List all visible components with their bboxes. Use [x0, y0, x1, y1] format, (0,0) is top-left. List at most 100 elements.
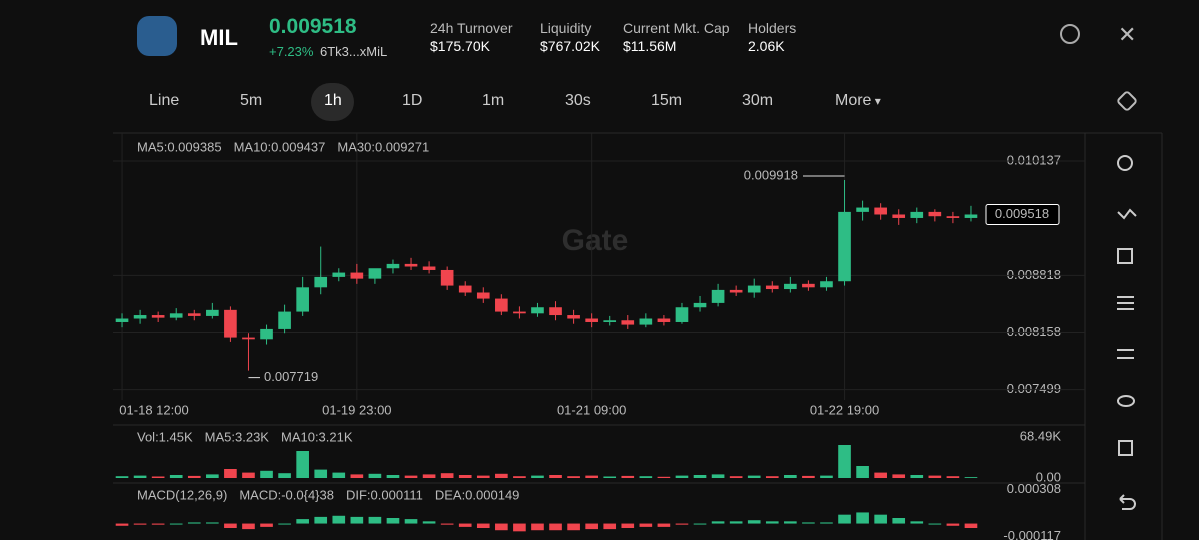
tab[interactable]: 5m [240, 92, 263, 109]
volume-bar [802, 475, 815, 478]
candle-body [350, 272, 364, 279]
candle-body [784, 283, 797, 290]
volume-bar [910, 475, 924, 478]
indicator-label: MA10:3.21K [281, 429, 353, 444]
volume-bar [711, 474, 725, 478]
volume-bar [386, 475, 400, 478]
x-tick-label: 01-22 19:00 [810, 402, 879, 417]
macd-bar [675, 523, 689, 525]
macd-bar [820, 522, 833, 524]
macd-bar [513, 523, 526, 532]
macd-bar [386, 518, 400, 524]
macd-bar [495, 523, 508, 531]
macd-bar [476, 523, 490, 528]
stat-label: 24h Turnover [430, 20, 513, 36]
candle-body [910, 211, 924, 218]
candle-body [567, 315, 580, 319]
volume-bar [133, 475, 147, 478]
candle-body [115, 318, 129, 322]
y-tick-label: -0.000117 [1003, 528, 1061, 540]
volume-bar [693, 475, 707, 478]
macd-bar [729, 521, 743, 524]
indicator-label: MACD(12,26,9) [137, 487, 227, 502]
refresh-button[interactable] [1060, 24, 1080, 44]
stat-value: $767.02K [540, 38, 600, 54]
macd-bar [115, 523, 129, 526]
tab[interactable]: 15m [651, 92, 683, 109]
candle-body [151, 315, 165, 318]
indicator-label: DIF:0.000111 [346, 487, 423, 502]
low-annotation: 0.007719 [264, 369, 318, 384]
volume-bar [350, 474, 364, 478]
volume-bar [422, 474, 436, 478]
volume-bar [440, 473, 454, 478]
tab[interactable]: Line [149, 92, 180, 109]
volume-bar [567, 476, 580, 478]
volume-bar [151, 476, 165, 478]
candle-body [133, 315, 147, 319]
macd-bar [747, 520, 761, 524]
volume-bar [892, 474, 906, 478]
candle-body [549, 307, 562, 316]
volume-bar [278, 473, 291, 478]
x-tick-label: 01-18 12:00 [119, 402, 188, 417]
volume-bar [458, 475, 472, 478]
candle-body [260, 328, 273, 340]
volume-bar [513, 476, 526, 478]
volume-bar [242, 472, 255, 478]
macd-bar [169, 523, 183, 525]
macd-bar [278, 523, 291, 525]
macd-bar [946, 523, 960, 526]
tab[interactable]: 1h [324, 92, 342, 109]
macd-bar [657, 523, 671, 527]
tab[interactable]: 1D [402, 92, 423, 109]
macd-bar [296, 519, 309, 524]
y-tick-label: 0.007499 [1007, 381, 1061, 396]
volume-bar [495, 473, 508, 478]
macd-bar [567, 523, 580, 531]
token-logo [137, 16, 177, 56]
last-price-box [985, 203, 1060, 225]
candle-body [856, 207, 869, 212]
volume-bar [621, 475, 635, 478]
stat-value: $11.56M [623, 38, 677, 54]
volume-bar [964, 477, 978, 478]
macd-bar [838, 514, 851, 524]
macd-bar [314, 516, 328, 524]
volume-bar [206, 474, 219, 478]
macd-bar [711, 521, 725, 524]
candle-body [224, 309, 237, 338]
close-button[interactable]: ✕ [1118, 22, 1137, 47]
tab-highlight [311, 83, 354, 121]
volume-bar [187, 475, 201, 478]
y-tick-label: 0.008158 [1007, 324, 1061, 339]
address[interactable]: 6Tk3...xMiL [320, 44, 388, 59]
candle-body [765, 285, 779, 290]
volume-bar [585, 475, 598, 478]
volume-bar [784, 475, 797, 478]
tab[interactable]: More ▾ [835, 92, 881, 109]
macd-bar [187, 522, 201, 524]
toolbar[interactable] [1117, 155, 1137, 510]
macd-bar [784, 521, 797, 524]
indicator-label: MACD:-0.0{4}38 [239, 487, 334, 502]
tab[interactable]: 30s [565, 92, 591, 109]
candle-body [386, 263, 400, 269]
candle-body [368, 268, 382, 279]
candle-body [531, 307, 544, 314]
macd-bar [892, 518, 906, 524]
macd-bar [206, 522, 219, 524]
price: 0.009518 [269, 15, 357, 38]
stat-label: Holders [748, 20, 797, 36]
candle-body [404, 263, 418, 267]
tab[interactable]: 30m [742, 92, 774, 109]
volume-bar [729, 476, 743, 478]
candle-body [314, 276, 328, 288]
volume-bar [838, 445, 851, 478]
candle-body [513, 311, 526, 314]
tab[interactable]: 1m [482, 92, 505, 109]
indicator-label: Vol:1.45K [137, 429, 193, 444]
macd-bar [368, 516, 382, 524]
x-tick-label: 01-19 23:00 [322, 402, 391, 417]
candle-body [476, 292, 490, 299]
